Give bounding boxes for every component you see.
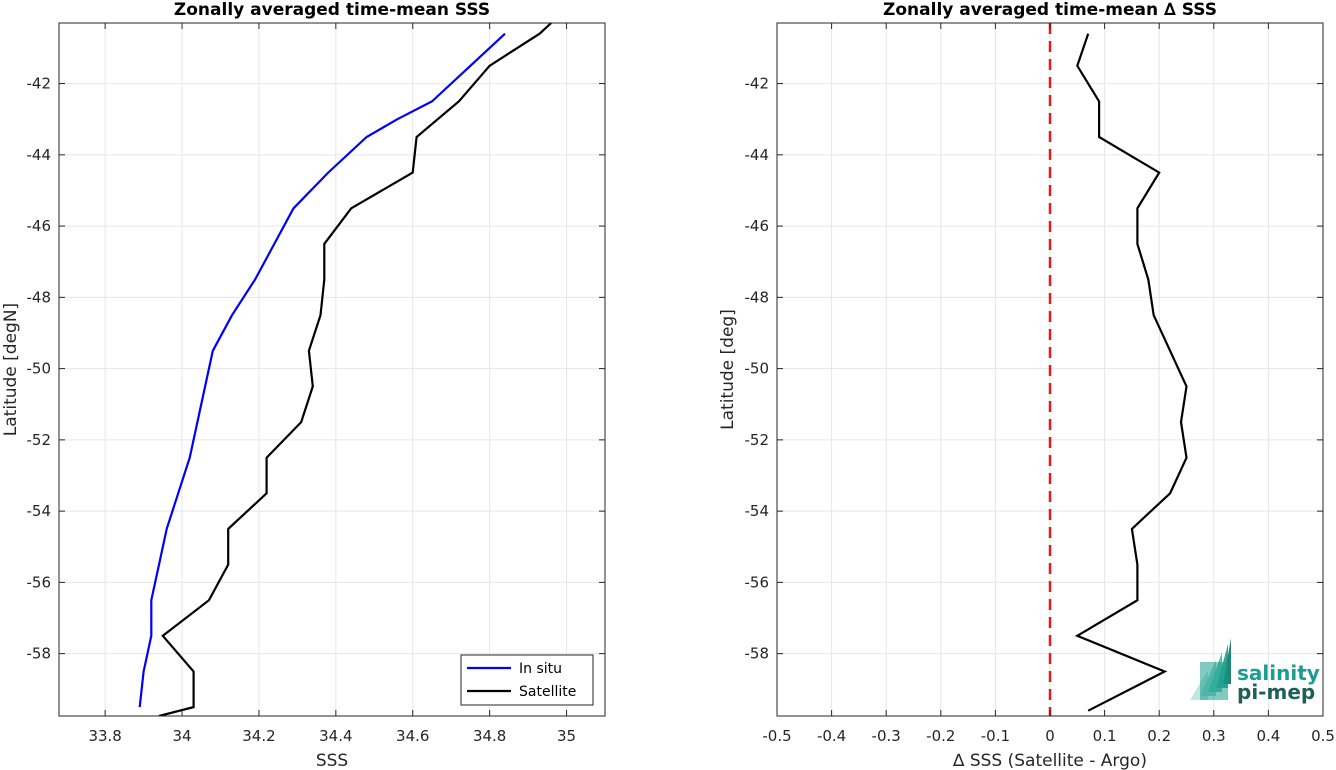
y-tick-label: -44 xyxy=(27,146,52,164)
chart-title: Zonally averaged time-mean SSS xyxy=(174,0,490,20)
legend-label: In situ xyxy=(519,661,562,677)
x-tick-label: 34.6 xyxy=(396,727,429,745)
y-tick-label: -54 xyxy=(27,502,52,520)
logo-text-line2: pi-mep xyxy=(1237,680,1315,704)
x-tick-label: 0 xyxy=(1045,727,1055,745)
y-axis-label: Latitude [degN] xyxy=(1,303,21,436)
series-line-delta-sss xyxy=(1074,33,1188,712)
x-tick-label: 0.1 xyxy=(1093,727,1117,745)
y-axis-label: Latitude [deg] xyxy=(718,309,738,430)
x-tick-label: -0.5 xyxy=(762,727,791,745)
series-line-in-situ xyxy=(138,32,506,708)
logo-text-line1: salinity xyxy=(1237,661,1320,685)
plot-area xyxy=(59,23,605,716)
x-axis-label: ∆ SSS (Satellite - Argo) xyxy=(952,751,1147,770)
x-tick-label: 0.2 xyxy=(1147,727,1171,745)
x-tick-label: -0.1 xyxy=(981,727,1010,745)
y-tick-label: -50 xyxy=(27,360,52,378)
x-tick-label: 0.3 xyxy=(1202,727,1226,745)
series-line-satellite xyxy=(158,23,552,716)
x-tick-label: -0.3 xyxy=(872,727,901,745)
chart-panel-1: 33.8 34 34.2 34.4 34.6 34.8 35 -42 -44 -46 -48 -50 -… xyxy=(1,0,606,770)
chart-panel-2: -0.5 -0.4 -0.3 -0.2 -0.1 0 0.1 0.2 0.3 0.4 0.5 -42 -… xyxy=(718,0,1335,770)
y-tick-label: -44 xyxy=(745,146,770,164)
x-tick-label: 34.4 xyxy=(319,727,352,745)
x-axis-label: SSS xyxy=(316,751,348,770)
legend-box xyxy=(460,654,594,706)
y-tick-label: -48 xyxy=(27,288,52,306)
y-tick-label: -48 xyxy=(745,288,770,306)
y-tick-label: -52 xyxy=(27,431,52,449)
chart-title: Zonally averaged time-mean ∆ SSS xyxy=(883,0,1217,20)
y-tick-label: -52 xyxy=(745,431,770,449)
x-tick-label: 0.4 xyxy=(1256,727,1280,745)
x-tick-label: 34.8 xyxy=(473,727,506,745)
x-tick-label: -0.4 xyxy=(817,727,846,745)
y-tick-label: -56 xyxy=(27,573,52,591)
x-tick-label: 0.5 xyxy=(1311,727,1335,745)
y-tick-label: -46 xyxy=(27,217,52,235)
y-tick-label: -46 xyxy=(745,217,770,235)
y-tick-label: -58 xyxy=(27,645,52,663)
x-tick-label: 35 xyxy=(557,727,576,745)
axes-box xyxy=(58,22,606,717)
x-tick-label: -0.2 xyxy=(926,727,955,745)
legend: In situ Satellite xyxy=(460,654,594,706)
legend-label: Satellite xyxy=(519,684,576,700)
x-tick-label: 33.8 xyxy=(88,727,121,745)
x-tick-label: 34.2 xyxy=(242,727,275,745)
y-tick-label: -50 xyxy=(745,360,770,378)
y-tick-label: -42 xyxy=(27,75,52,93)
logo-block xyxy=(1200,662,1228,700)
y-tick-label: -54 xyxy=(745,502,770,520)
y-tick-label: -58 xyxy=(745,645,770,663)
y-tick-label: -42 xyxy=(745,75,770,93)
y-tick-label: -56 xyxy=(745,573,770,591)
x-tick-label: 34 xyxy=(172,727,191,745)
